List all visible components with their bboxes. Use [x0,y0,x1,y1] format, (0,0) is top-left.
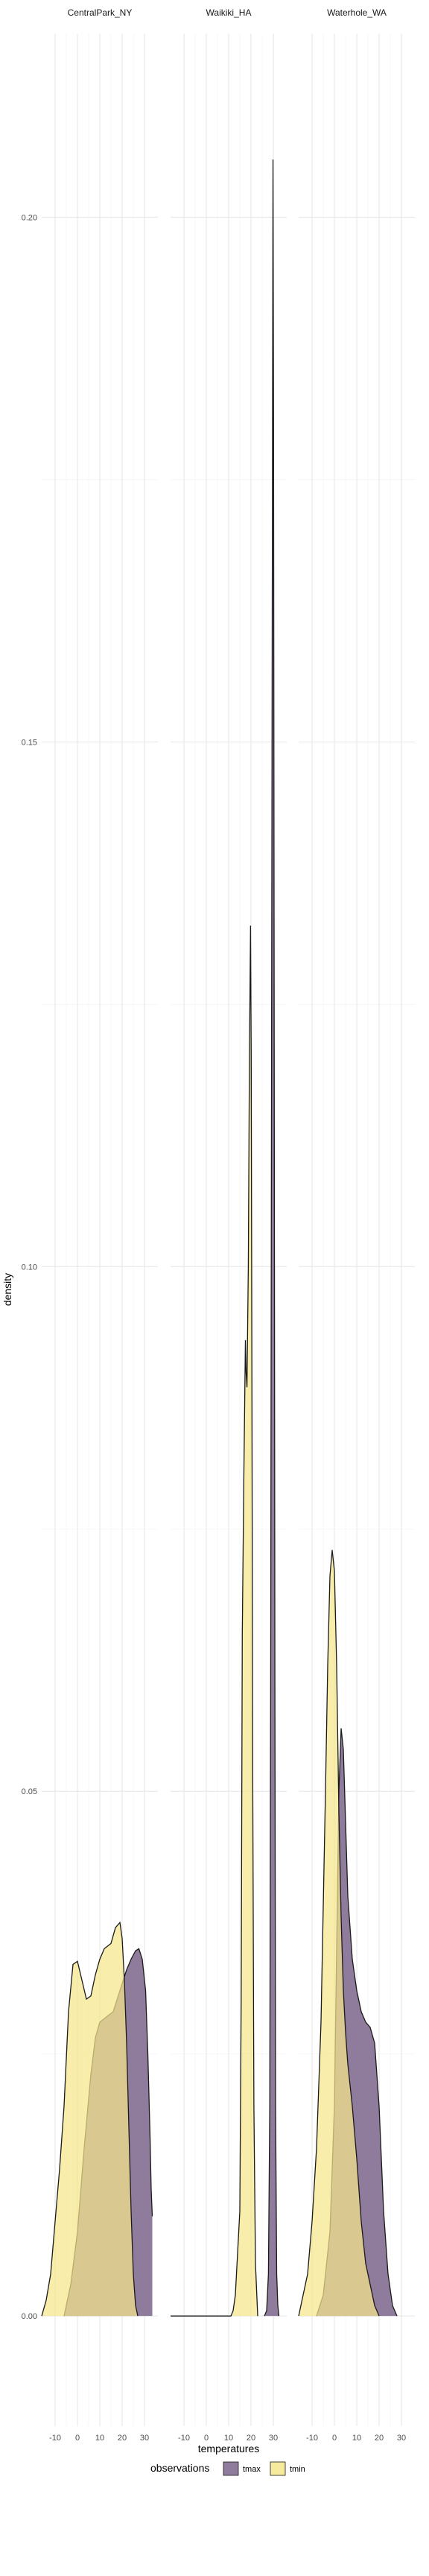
density-line-CentralPark_NY-tmin [41,1921,139,2317]
y-tick-label: 0.20 [22,213,37,222]
legend: observations tmax tmin [150,2461,305,2476]
x-tick-label: 30 [397,2434,406,2443]
x-tick-label: 0 [332,2434,337,2443]
x-tick-label: 10 [95,2434,104,2443]
x-tick-label: 20 [375,2434,384,2443]
density-area-CentralPark_NY-tmin [42,1922,138,2317]
x-tick-label: -10 [49,2434,61,2443]
legend-label-tmax: tmax [243,2465,261,2474]
density-line-Waikiki_HA-tmax [264,159,280,2317]
density-line-Waikiki_HA-tmin [171,925,258,2317]
density-area-Waterhole_WA-tmin [299,1550,379,2317]
x-tick-label: 0 [204,2434,209,2443]
facet-label-Waterhole_WA: Waterhole_WA [327,7,387,18]
y-tick-label: 0.05 [22,1787,37,1796]
x-tick-label: -10 [178,2434,190,2443]
y-tick-label: 0.10 [22,1263,37,1272]
x-tick-label: 30 [269,2434,278,2443]
density-line-Waterhole_WA-tmin [298,1550,380,2317]
x-tick-label: 0 [75,2434,80,2443]
legend-title: observations [150,2462,209,2474]
series-layer [41,159,398,2317]
x-tick-label: 10 [352,2434,361,2443]
legend-key-tmin [270,2461,286,2476]
x-tick-label: -10 [306,2434,318,2443]
facet-label-Waikiki_HA: Waikiki_HA [206,7,252,18]
x-tick-label: 10 [224,2434,233,2443]
x-tick-label: 20 [118,2434,127,2443]
x-axis-title: temperatures [198,2443,259,2455]
facet-strips: CentralPark_NY Waikiki_HA Waterhole_WA [68,7,387,18]
density-area-Waikiki_HA-tmin [171,925,258,2317]
x-axis: -10 0 10 20 30 -10 0 10 20 30 -10 0 10 20 30 [49,2434,406,2443]
y-tick-label: 0.15 [22,738,37,747]
y-tick-label: 0.00 [22,2312,37,2321]
x-tick-label: 20 [247,2434,255,2443]
legend-key-tmax [223,2461,239,2476]
y-axis: 0.00 0.05 0.10 0.15 0.20 [22,213,37,2321]
facet-label-CentralPark_NY: CentralPark_NY [68,7,133,18]
legend-label-tmin: tmin [290,2465,305,2474]
x-tick-label: 30 [140,2434,149,2443]
y-axis-title: density [1,1273,13,1306]
